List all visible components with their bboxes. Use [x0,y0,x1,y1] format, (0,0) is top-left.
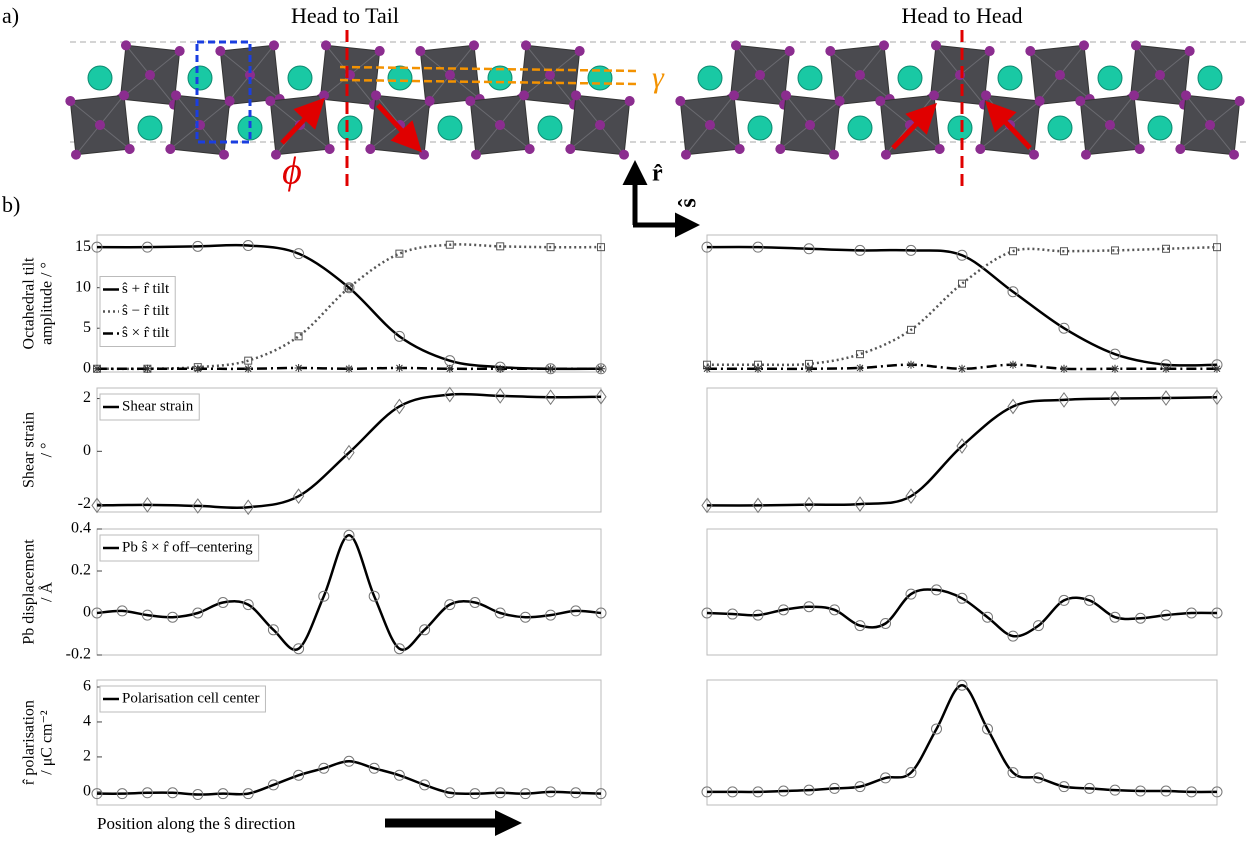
y-tick-label: 10 [75,278,91,295]
panel-label: b) [2,192,20,217]
data-point [1162,365,1170,373]
cation [998,66,1022,90]
octahedron [165,90,235,160]
plot-frame [707,529,1217,655]
octahedron [1175,90,1245,160]
data-point [1111,365,1119,373]
y-tick-label: 0.4 [71,520,91,537]
octahedron [365,90,435,160]
y-tick-label: 0 [83,604,91,621]
octahedron [775,90,845,160]
legend-label: ŝ × r̂ tilt [122,325,170,341]
series-line [707,247,1217,365]
y-axis-label: / ° [39,443,56,458]
octahedron [465,90,535,160]
cation [188,66,212,90]
data-point [496,365,504,373]
data-point [143,365,151,373]
octahedron [1075,90,1145,160]
data-point [597,365,605,373]
legend-label: ŝ − r̂ tilt [122,303,170,319]
legend-label: Pb ŝ × r̂ off–centering [122,539,253,555]
panel-title: Head to Tail [291,3,399,28]
y-axis-label: / μC cm⁻² [39,710,56,775]
data-point [345,365,353,373]
cation [388,66,412,90]
y-tick-label: 4 [83,713,91,730]
cation [338,116,362,140]
r-axis-label: r̂ [652,161,663,187]
data-point [395,364,403,372]
cation [138,116,162,140]
cation [1198,66,1222,90]
cation [948,116,972,140]
y-tick-label: 5 [83,319,91,336]
cation [698,66,722,90]
data-point [295,364,303,372]
data-point [547,365,555,373]
legend-label: Polarisation cell center [122,690,259,706]
cation [898,66,922,90]
series-line [707,397,1217,505]
data-point [856,364,864,372]
data-point [194,365,202,373]
cation [538,116,562,140]
octahedron [565,90,635,160]
data-point [907,361,915,369]
y-tick-label: -2 [78,495,91,512]
direction-arrow-head [495,810,522,836]
series-line [707,685,1217,792]
y-tick-label: 0 [83,783,91,800]
octahedron [875,90,945,160]
y-tick-label: 0 [83,359,91,376]
y-tick-label: 6 [83,678,91,695]
gamma-label: γ [652,61,665,94]
x-axis-label: Position along the ŝ direction [97,814,296,833]
cation [1098,66,1122,90]
panel-label: a) [2,3,19,28]
data-point [958,365,966,373]
y-axis-label: Pb displacement [21,539,38,645]
cation [438,116,462,140]
figure: a) Head to Tail Head to Head γ ϕ r̂ ŝ b)… [0,0,1253,842]
data-point [805,365,813,373]
octahedron [65,90,135,160]
s-axis-label: ŝ [676,198,702,207]
phi-label: ϕ [282,151,302,193]
cation [748,116,772,140]
data-point [1009,361,1017,369]
panel-title: Head to Head [902,3,1023,28]
y-tick-label: 0.2 [71,562,91,579]
cation [1048,116,1072,140]
series-line [707,247,1217,365]
y-axis-label: Octahedral tilt [21,257,38,350]
y-axis-label: / Å [38,582,56,602]
data-point [446,365,454,373]
cation [288,66,312,90]
data-point [244,365,252,373]
data-point [754,365,762,373]
legend-label: ŝ + r̂ tilt [122,281,170,297]
y-tick-label: -0.2 [66,646,91,663]
y-tick-label: 15 [75,238,91,255]
cation [798,66,822,90]
cation [848,116,872,140]
y-tick-label: 2 [83,389,91,406]
cation [1148,116,1172,140]
data-point [93,365,101,373]
y-axis-label: Shear strain [21,412,38,488]
data-point [1060,365,1068,373]
data-point [703,365,711,373]
y-axis-label: r̂ polarisation [21,700,38,785]
octahedron [675,90,745,160]
plot-frame [707,388,1217,512]
y-axis-label: amplitude / ° [39,262,56,345]
data-point [1213,365,1221,373]
y-tick-label: 2 [83,748,91,765]
cation [88,66,112,90]
y-tick-label: 0 [83,442,91,459]
legend-label: Shear strain [122,398,194,414]
